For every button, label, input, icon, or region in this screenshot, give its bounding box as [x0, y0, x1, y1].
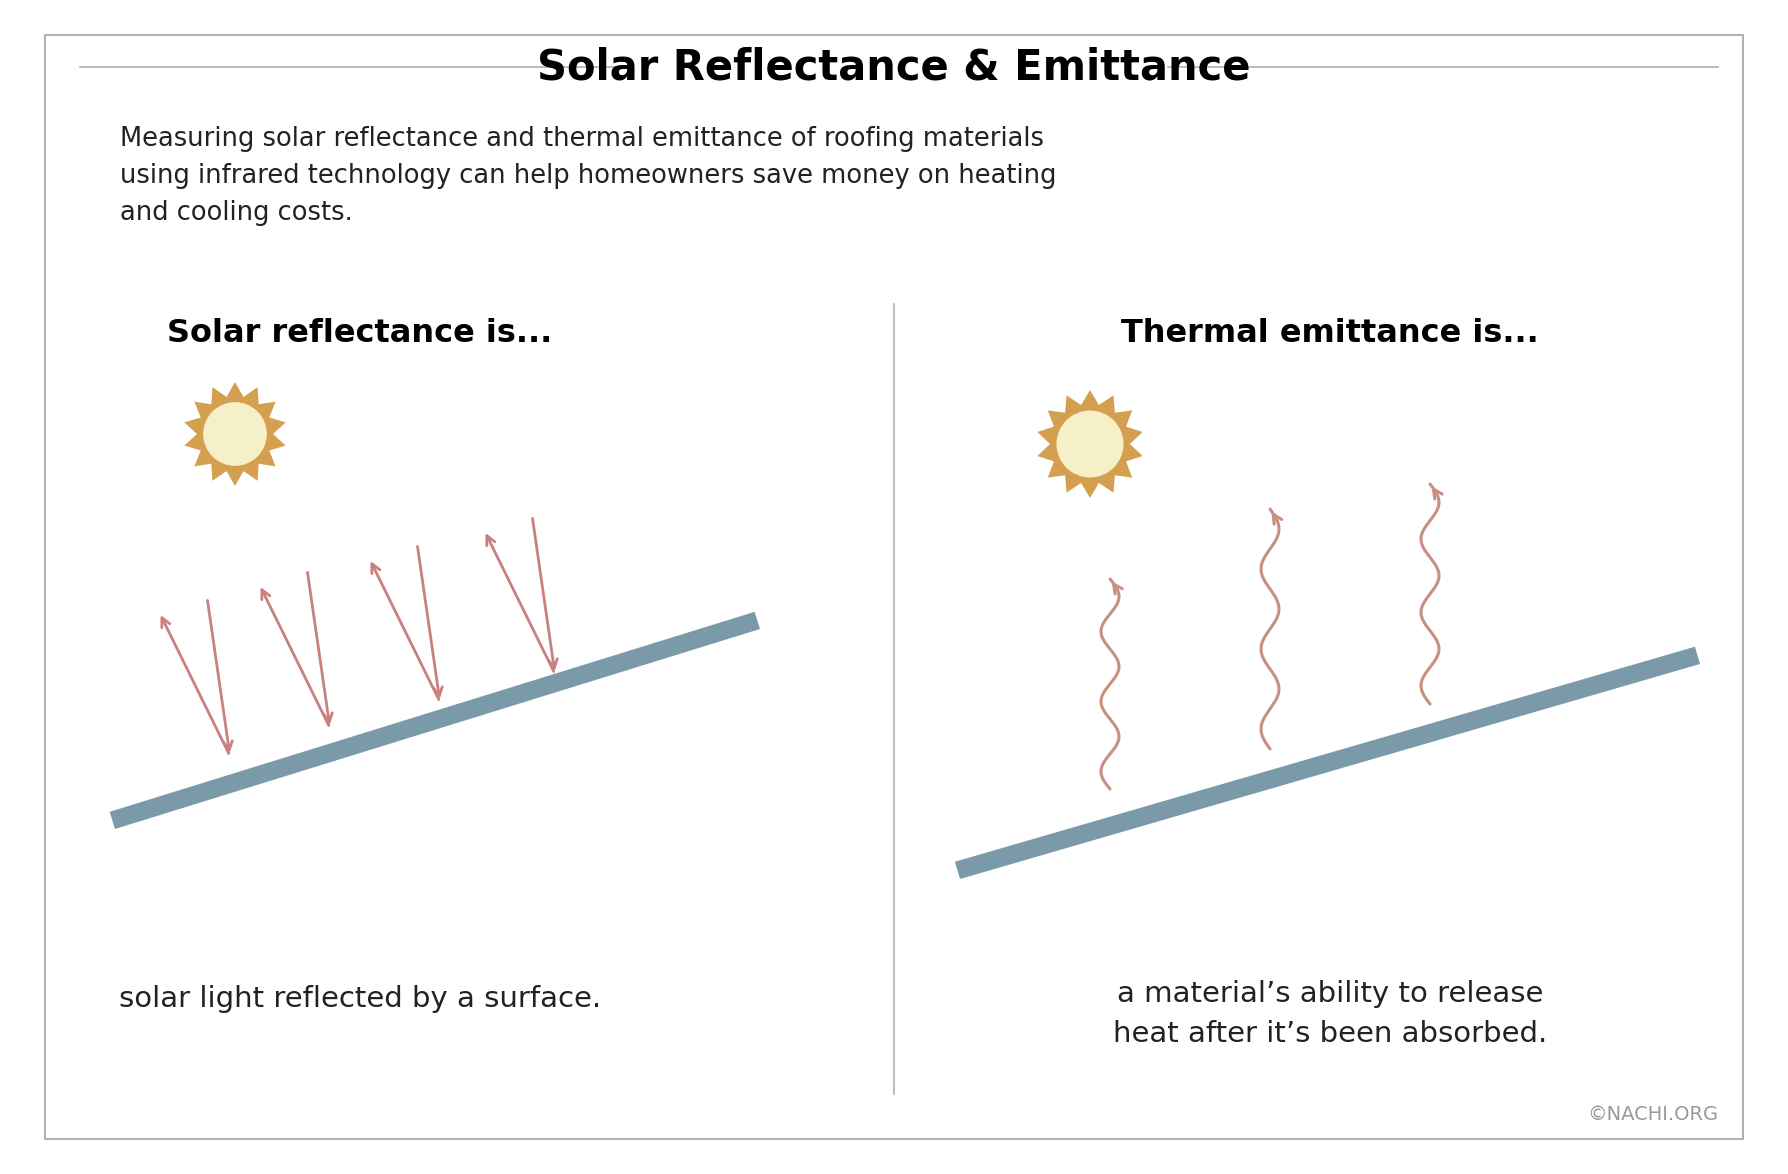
Polygon shape: [184, 382, 286, 486]
Circle shape: [1057, 411, 1123, 477]
Text: Measuring solar reflectance and thermal emittance of roofing materials
using inf: Measuring solar reflectance and thermal …: [120, 126, 1057, 227]
Text: Solar Reflectance & Emittance: Solar Reflectance & Emittance: [536, 46, 1252, 88]
Text: Solar reflectance is...: Solar reflectance is...: [168, 318, 552, 350]
Circle shape: [204, 403, 266, 465]
Text: a material’s ability to release
heat after it’s been absorbed.: a material’s ability to release heat aft…: [1112, 980, 1547, 1048]
Polygon shape: [955, 647, 1700, 879]
Text: ©NACHI.ORG: ©NACHI.ORG: [1588, 1105, 1718, 1124]
Polygon shape: [109, 612, 760, 829]
Text: Thermal emittance is...: Thermal emittance is...: [1121, 318, 1539, 350]
Polygon shape: [1037, 390, 1143, 498]
Text: solar light reflected by a surface.: solar light reflected by a surface.: [120, 985, 601, 1013]
